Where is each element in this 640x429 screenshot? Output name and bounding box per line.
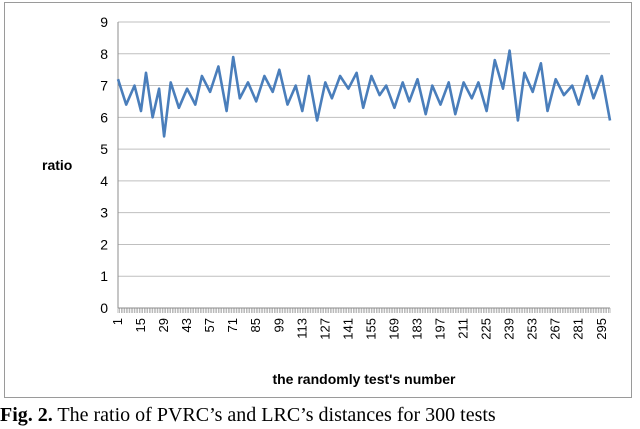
series-line [116, 49, 612, 138]
y-tick-label: 4 [100, 173, 108, 189]
x-tick-label: 169 [386, 318, 401, 340]
x-tick-label: 71 [225, 318, 240, 332]
y-tick-label: 1 [100, 268, 108, 284]
x-tick-label: 85 [248, 318, 263, 332]
x-tick-label: 57 [202, 318, 217, 332]
y-tick-label: 2 [100, 236, 108, 252]
x-tick-label: 225 [479, 318, 494, 340]
x-tick-label: 267 [548, 318, 563, 340]
x-tick-label: 127 [317, 318, 332, 340]
y-tick-label: 3 [100, 205, 108, 221]
x-tick-label: 239 [502, 318, 517, 340]
y-tick-label: 9 [100, 14, 108, 30]
x-tick-label: 253 [525, 318, 540, 340]
figure-caption: Fig. 2. The ratio of PVRC’s and LRC’s di… [0, 402, 640, 429]
x-tick-label: 211 [456, 318, 471, 339]
x-tick-label: 1 [110, 318, 125, 325]
caption-text: The ratio of PVRC’s and LRC’s distances … [52, 404, 496, 426]
x-tick-label: 15 [133, 318, 148, 332]
x-tick-label: 197 [433, 318, 448, 340]
chart-frame [4, 2, 632, 398]
x-tick-label: 141 [340, 318, 355, 340]
x-tick-label: 295 [594, 318, 609, 340]
y-tick-label: 6 [100, 109, 108, 125]
x-axis-label: the randomly test's number [272, 371, 456, 387]
caption-label: Fig. 2. [0, 404, 53, 426]
x-tick-label: 155 [363, 318, 378, 340]
x-tick-label: 113 [294, 318, 309, 339]
x-tick-label: 281 [571, 318, 586, 340]
y-tick-label: 8 [100, 46, 108, 62]
x-tick-label: 183 [409, 318, 424, 340]
y-tick-label: 5 [100, 141, 108, 157]
x-tick-label: 43 [179, 318, 194, 332]
y-tick-label: 0 [100, 300, 108, 316]
x-tick-label: 29 [156, 318, 171, 332]
y-axis-label: ratio [42, 157, 72, 173]
y-tick-label: 7 [100, 78, 108, 94]
x-tick-label: 99 [271, 318, 286, 332]
